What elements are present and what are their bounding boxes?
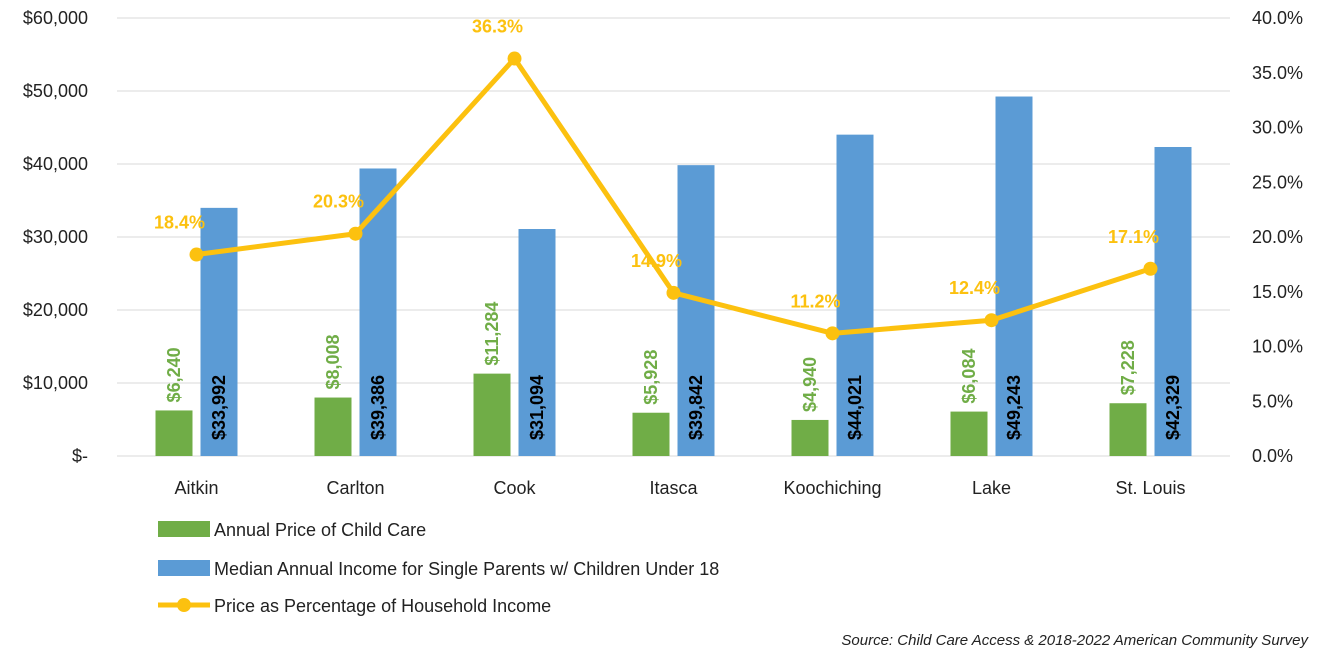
child-care-price-data-label: $7,228: [1118, 340, 1138, 395]
child-care-price-bar: [473, 373, 511, 456]
median-income-bar: [518, 229, 556, 456]
category-label: St. Louis: [1115, 478, 1185, 498]
child-care-price-bar: [950, 411, 988, 456]
percentage-data-label: 12.4%: [949, 278, 1000, 298]
percentage-data-label: 14.9%: [631, 251, 682, 271]
percentage-data-label: 20.3%: [313, 192, 364, 212]
percentage-point: [348, 226, 363, 241]
child-care-price-bar: [155, 410, 193, 456]
left-axis-tick-label: $10,000: [23, 373, 88, 393]
category-label: Itasca: [649, 478, 698, 498]
percentage-point: [1143, 261, 1158, 276]
percentage-data-label: 18.4%: [154, 213, 205, 233]
percentage-point: [189, 247, 204, 262]
category-label: Aitkin: [174, 478, 218, 498]
legend-label-child-care-price: Annual Price of Child Care: [214, 520, 426, 540]
left-axis-tick-label: $60,000: [23, 8, 88, 28]
category-label: Koochiching: [783, 478, 881, 498]
child-care-price-data-label: $5,928: [641, 350, 661, 405]
median-income-data-label: $39,842: [686, 375, 706, 440]
left-axis-tick-label: $-: [72, 446, 88, 466]
percentage-data-label: 36.3%: [472, 17, 523, 37]
right-axis-tick-label: 10.0%: [1252, 337, 1303, 357]
percentage-data-label: 17.1%: [1108, 227, 1159, 247]
left-axis-tick-label: $40,000: [23, 154, 88, 174]
legend-label-percentage: Price as Percentage of Household Income: [214, 596, 551, 616]
median-income-data-label: $49,243: [1004, 375, 1024, 440]
left-axis-tick-label: $50,000: [23, 81, 88, 101]
percentage-point: [984, 313, 999, 328]
percentage-point: [666, 285, 681, 300]
right-axis-tick-label: 0.0%: [1252, 446, 1293, 466]
right-axis-tick-label: 30.0%: [1252, 118, 1303, 138]
right-axis-tick-label: 40.0%: [1252, 8, 1303, 28]
median-income-data-label: $44,021: [845, 375, 865, 440]
right-axis-tick-label: 5.0%: [1252, 391, 1293, 411]
child-care-price-bar: [632, 412, 670, 456]
right-axis-tick-label: 15.0%: [1252, 282, 1303, 302]
median-income-bar: [836, 134, 874, 456]
median-income-bar: [995, 96, 1033, 457]
child-care-price-data-label: $4,940: [800, 357, 820, 412]
left-axis-tick-label: $20,000: [23, 300, 88, 320]
percentage-point: [825, 326, 840, 341]
median-income-bar: [359, 168, 397, 457]
median-income-data-label: $42,329: [1163, 375, 1183, 440]
child-care-price-data-label: $8,008: [323, 334, 343, 389]
legend-swatch-median-income: [158, 560, 210, 576]
legend-label-median-income: Median Annual Income for Single Parents …: [214, 559, 719, 579]
category-label: Carlton: [326, 478, 384, 498]
child-care-price-data-label: $11,284: [482, 302, 502, 366]
child-care-price-data-label: $6,240: [164, 347, 184, 402]
median-income-data-label: $33,992: [209, 375, 229, 440]
percentage-data-label: 11.2%: [790, 291, 840, 311]
right-axis-tick-label: 20.0%: [1252, 227, 1303, 247]
median-income-data-label: $31,094: [527, 375, 547, 440]
right-axis-tick-label: 25.0%: [1252, 172, 1303, 192]
category-label: Lake: [972, 478, 1011, 498]
child-care-price-data-label: $6,084: [959, 349, 979, 404]
right-axis-tick-label: 35.0%: [1252, 63, 1303, 83]
child-care-price-bar: [1109, 403, 1147, 456]
category-label: Cook: [493, 478, 536, 498]
median-income-bar: [677, 165, 715, 457]
median-income-data-label: $39,386: [368, 375, 388, 440]
child-care-price-bar: [314, 397, 352, 456]
left-axis-tick-label: $30,000: [23, 227, 88, 247]
median-income-bar: [1154, 146, 1192, 457]
source-note: Source: Child Care Access & 2018-2022 Am…: [841, 632, 1309, 649]
child-care-price-bar: [791, 419, 829, 456]
legend-marker-percentage: [177, 598, 191, 612]
percentage-point: [507, 51, 522, 66]
legend-swatch-child-care-price: [158, 521, 210, 537]
